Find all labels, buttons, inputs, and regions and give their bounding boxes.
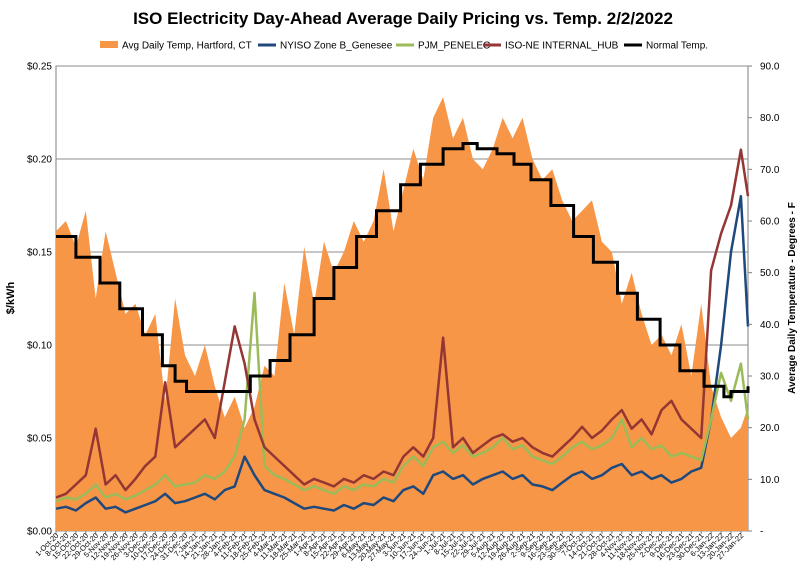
y2-tick-label: 10.0 bbox=[760, 475, 780, 486]
legend-swatch bbox=[100, 41, 118, 48]
chart-legend: Avg Daily Temp, Hartford, CT NYISO Zone B… bbox=[100, 41, 708, 52]
y-tick-label: $0.20 bbox=[27, 155, 52, 166]
price-line-2 bbox=[55, 291, 750, 503]
normal-temp-layer bbox=[56, 142, 750, 399]
chart-title: ISO Electricity Day-Ahead Average Daily … bbox=[133, 9, 673, 28]
temp-area-series bbox=[56, 97, 748, 531]
y-axis-label: $/kWh bbox=[5, 282, 17, 315]
temp-area-layer bbox=[56, 97, 748, 531]
legend-label: Avg Daily Temp, Hartford, CT bbox=[122, 41, 252, 52]
y2-tick-label: 60.0 bbox=[760, 217, 780, 228]
normal-temp-line bbox=[56, 142, 750, 399]
price-line-1 bbox=[55, 194, 750, 514]
y-tick-label: $0.25 bbox=[27, 62, 52, 73]
y2-tick-label: 20.0 bbox=[760, 423, 780, 434]
y-tick-label: $0.05 bbox=[27, 434, 52, 445]
y-tick-label: $0.10 bbox=[27, 341, 52, 352]
y2-tick-label: 40.0 bbox=[760, 320, 780, 331]
y2-tick-label: 70.0 bbox=[760, 165, 780, 176]
legend-label: ISO-NE INTERNAL_HUB bbox=[505, 41, 619, 52]
y-axis-right: - 10.0 20.0 30.0 40.0 50.0 60.0 70.0 80.0 90.0 bbox=[748, 62, 780, 538]
y-axis-left: $0.00 $0.05 $0.10 $0.15 $0.20 $0.25 bbox=[27, 62, 52, 538]
price-line-3 bbox=[55, 148, 750, 499]
y2-axis-label: Average Daily Temperature - Degrees - F bbox=[787, 202, 798, 394]
y2-tick-label: 90.0 bbox=[760, 62, 780, 73]
y2-tick-label: - bbox=[760, 527, 763, 538]
legend-label: Normal Temp. bbox=[646, 41, 708, 52]
y-tick-label: $0.00 bbox=[27, 527, 52, 538]
legend-label: NYISO Zone B_Genesee bbox=[280, 41, 393, 52]
legend-label: PJM_PENELEC bbox=[418, 41, 490, 52]
price-lines-layer bbox=[55, 148, 750, 514]
y2-tick-label: 30.0 bbox=[760, 372, 780, 383]
y2-tick-label: 80.0 bbox=[760, 113, 780, 124]
y-tick-label: $0.15 bbox=[27, 248, 52, 259]
y2-tick-label: 50.0 bbox=[760, 268, 780, 279]
